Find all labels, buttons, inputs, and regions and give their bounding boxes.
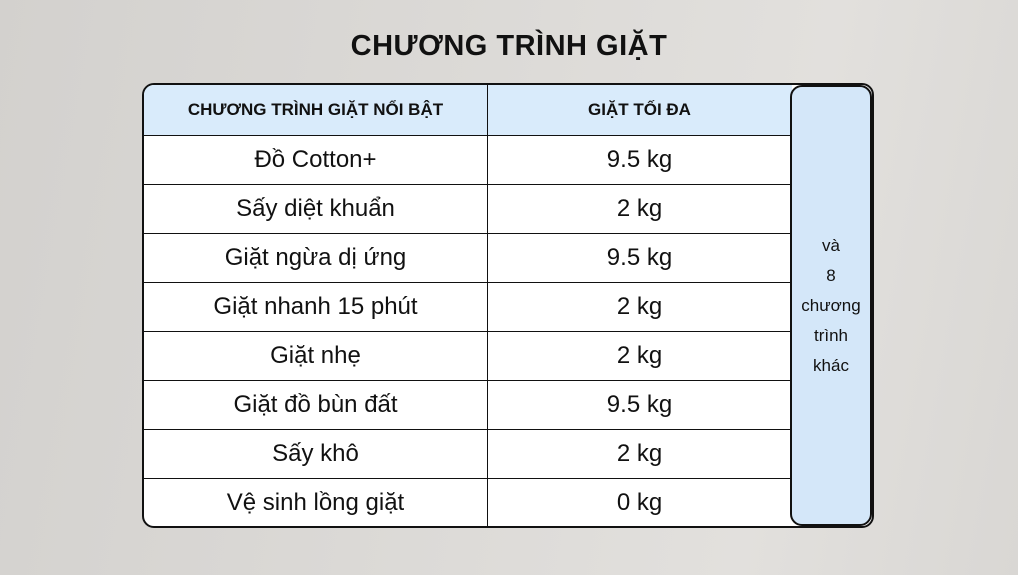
side-note-line: khác <box>813 355 849 375</box>
max-load: 9.5 kg <box>606 244 673 271</box>
program-name: Giặt nhẹ <box>144 332 488 380</box>
max-load: 0 kg <box>616 488 663 516</box>
program-name: Giặt đồ bùn đất <box>144 381 488 429</box>
program-name: Giặt ngừa dị ứng <box>144 234 488 282</box>
max-load: 2 kg <box>616 342 663 369</box>
max-load: 9.5 kg <box>606 391 673 418</box>
max-load: 2 kg <box>616 440 663 467</box>
table-row: Đồ Cotton+ 9.5 kg <box>144 135 792 184</box>
table-row: Giặt đồ bùn đất 9.5 kg <box>144 380 792 429</box>
max-load: 2 kg <box>616 293 663 320</box>
program-name: Giặt nhanh 15 phút <box>144 283 488 331</box>
table-row: Sấy khô 2 kg <box>144 429 792 478</box>
side-note-line: chương <box>801 295 861 315</box>
side-note-line: trình <box>813 325 849 345</box>
program-name: Đồ Cotton+ <box>144 136 488 184</box>
table-row: Giặt ngừa dị ứng 9.5 kg <box>144 233 792 282</box>
other-programs-note: và 8 chương trình khác <box>790 85 872 526</box>
table-row: Giặt nhanh 15 phút 2 kg <box>144 282 792 331</box>
max-load: 9.5 kg <box>606 146 673 173</box>
side-note-line: và <box>822 235 840 255</box>
program-name: Sấy diệt khuẩn <box>144 185 488 233</box>
table-row: Vệ sinh lồng giặt 0 kg <box>144 478 792 526</box>
table-row: Sấy diệt khuẩn 2 kg <box>144 184 792 233</box>
page-title: CHƯƠNG TRÌNH GIẶT <box>350 30 668 62</box>
table-row: Giặt nhẹ 2 kg <box>144 331 792 380</box>
program-name: CHƯƠNG TRÌNH GIẶT NỔI BẬT <box>144 85 488 135</box>
table-header: CHƯƠNG TRÌNH GIẶT NỔI BẬT GIẶT TỐI ĐA <box>144 85 792 135</box>
program-name: Vệ sinh lồng giặt <box>144 479 488 526</box>
program-name: Sấy khô <box>144 430 488 478</box>
max-load: 2 kg <box>616 195 663 222</box>
max-load: GIẶT TỐI ĐA <box>588 100 691 119</box>
side-note-line: 8 <box>826 265 836 285</box>
wash-programs-table: CHƯƠNG TRÌNH GIẶT NỔI BẬT GIẶT TỐI ĐA Đồ C… <box>142 83 874 528</box>
